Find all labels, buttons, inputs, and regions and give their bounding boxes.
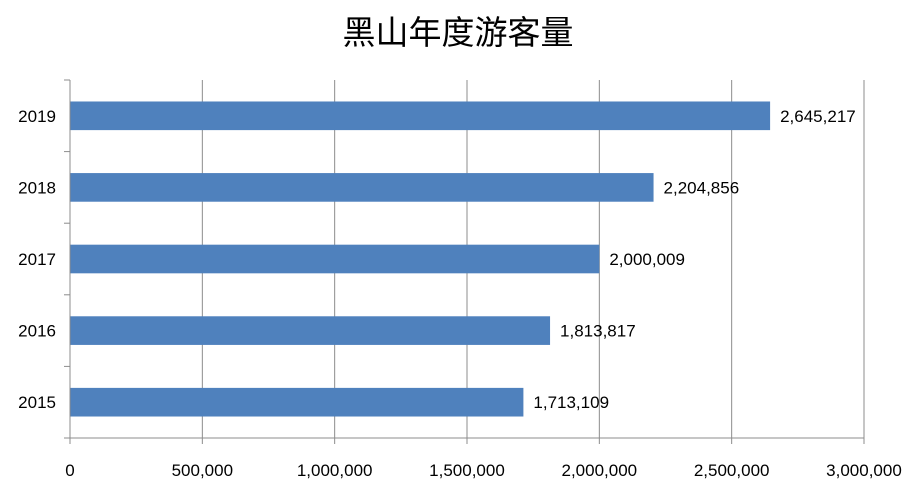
y-tick-label: 2019 bbox=[18, 107, 56, 126]
x-tick-label: 2,000,000 bbox=[562, 461, 638, 480]
data-label: 2,000,009 bbox=[609, 250, 685, 269]
data-label: 2,645,217 bbox=[780, 107, 856, 126]
axes bbox=[64, 79, 865, 444]
data-label: 2,204,856 bbox=[664, 178, 740, 197]
bar-2015 bbox=[70, 387, 524, 417]
bar-2016 bbox=[70, 316, 551, 345]
bar-2018 bbox=[70, 173, 654, 202]
y-tick-label: 2015 bbox=[18, 393, 56, 412]
labels: 0 500,000 1,000,000 1,500,000 2,000,000 2,500… bbox=[18, 107, 902, 480]
x-tick-label: 2,500,000 bbox=[694, 461, 770, 480]
x-tick-label: 1,500,000 bbox=[429, 461, 505, 480]
y-tick-label: 2018 bbox=[18, 178, 56, 197]
x-tick-label: 3,000,000 bbox=[826, 461, 902, 480]
data-label: 1,713,109 bbox=[533, 393, 609, 412]
bar-2017 bbox=[70, 244, 600, 274]
chart-title: 黑山年度游客量 bbox=[343, 13, 574, 52]
bars bbox=[70, 101, 771, 417]
bar-2019 bbox=[70, 101, 771, 131]
y-tick-label: 2017 bbox=[18, 250, 56, 269]
x-tick-label: 1,000,000 bbox=[297, 461, 373, 480]
x-tick-label: 0 bbox=[65, 461, 74, 480]
data-label: 1,813,817 bbox=[560, 322, 636, 341]
x-tick-label: 500,000 bbox=[172, 461, 233, 480]
y-tick-label: 2016 bbox=[18, 322, 56, 341]
